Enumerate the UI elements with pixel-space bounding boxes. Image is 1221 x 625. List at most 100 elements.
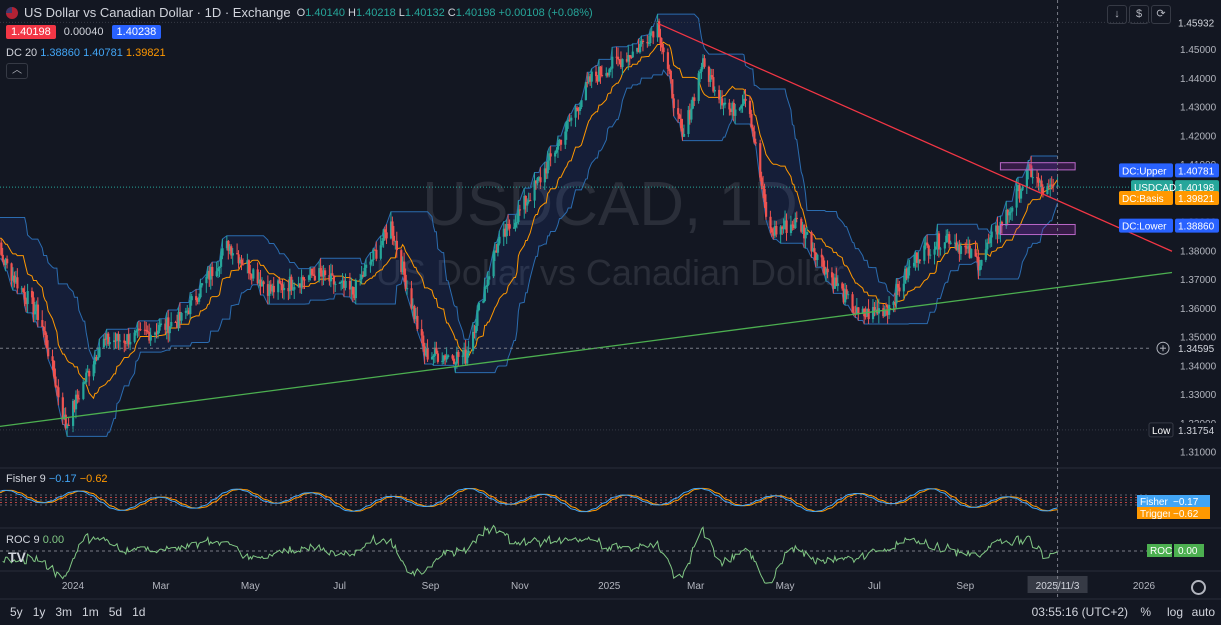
candle-body bbox=[825, 268, 828, 275]
fisher-legend[interactable]: Fisher 9 −0.17 −0.62 bbox=[6, 473, 108, 485]
candle-body bbox=[1006, 209, 1009, 216]
dc-legend[interactable]: DC 20 1.38860 1.40781 1.39821 bbox=[6, 47, 166, 59]
candle-body bbox=[835, 277, 838, 286]
timeframe-1y[interactable]: 1y bbox=[32, 605, 46, 619]
candle-body bbox=[359, 279, 362, 281]
plus-circle-icon bbox=[1156, 341, 1170, 355]
fisher-tag-label: Trigger bbox=[1140, 509, 1172, 520]
dollar-icon[interactable]: $ bbox=[1129, 5, 1149, 24]
candle-body bbox=[230, 246, 233, 256]
candle-body bbox=[570, 117, 573, 121]
roc-legend[interactable]: ROC 9 0.00 bbox=[6, 534, 64, 546]
gear-icon[interactable] bbox=[1191, 580, 1206, 595]
candle-body bbox=[382, 229, 385, 241]
percent-toggle[interactable]: % bbox=[1140, 605, 1151, 619]
candle-body bbox=[1046, 186, 1049, 195]
candle-body bbox=[731, 102, 734, 112]
symbol-title[interactable]: US Dollar vs Canadian Dollar · 1D · Exch… bbox=[24, 5, 291, 20]
timeframe-1d[interactable]: 1d bbox=[132, 605, 146, 619]
candle-body bbox=[750, 114, 753, 128]
candle-body bbox=[277, 280, 280, 293]
candle-body bbox=[115, 334, 119, 342]
candle-body bbox=[702, 58, 705, 68]
candle-body bbox=[221, 248, 224, 256]
candle-body bbox=[55, 386, 59, 388]
candle-body bbox=[543, 168, 546, 183]
candle-body bbox=[765, 201, 768, 217]
candle-body bbox=[975, 256, 979, 258]
candle-body bbox=[967, 245, 970, 249]
candle-body bbox=[826, 268, 829, 273]
candle-body bbox=[578, 107, 582, 111]
candle-body bbox=[987, 242, 990, 244]
candle-body bbox=[464, 349, 467, 364]
y-tick-label: 1.34000 bbox=[1180, 361, 1217, 372]
candle-body bbox=[943, 242, 946, 249]
x-tick-label: Sep bbox=[422, 581, 440, 592]
timeframe-5d[interactable]: 5d bbox=[108, 605, 123, 619]
candle-body bbox=[693, 97, 696, 101]
candle-body bbox=[411, 306, 415, 309]
candle-body bbox=[934, 246, 938, 250]
candle-body bbox=[471, 331, 475, 351]
clock[interactable]: 03:55:16 (UTC+2) bbox=[1031, 605, 1128, 619]
candle-body bbox=[545, 168, 548, 174]
chart-header: US Dollar vs Canadian Dollar · 1D · Exch… bbox=[6, 5, 593, 20]
candle-body bbox=[385, 232, 388, 239]
candle-body bbox=[927, 245, 930, 256]
dc-band-fill bbox=[0, 14, 1058, 437]
log-toggle[interactable]: log bbox=[1166, 605, 1183, 619]
candle-body bbox=[422, 335, 425, 347]
candle-body bbox=[180, 312, 183, 321]
candle-body bbox=[959, 245, 963, 254]
candle-body bbox=[822, 257, 825, 267]
candle-body bbox=[606, 73, 609, 76]
candle-body bbox=[1005, 209, 1008, 226]
candle-body bbox=[760, 177, 763, 186]
candle-body bbox=[958, 244, 961, 254]
sell-button[interactable]: 1.40198 bbox=[6, 25, 56, 39]
candle-body bbox=[239, 259, 242, 264]
fisher-value: −0.17 bbox=[48, 473, 77, 485]
candle-body bbox=[1021, 187, 1024, 191]
candle-body bbox=[639, 44, 642, 53]
candle-body bbox=[200, 283, 204, 286]
candle-body bbox=[98, 347, 101, 358]
refresh-icon[interactable]: ⟳ bbox=[1151, 5, 1171, 24]
candle-body bbox=[57, 387, 60, 398]
candle-body bbox=[420, 329, 423, 336]
candle-body bbox=[559, 139, 563, 145]
candle-body bbox=[681, 128, 684, 137]
candle-body bbox=[457, 351, 460, 357]
candle-body bbox=[0, 242, 3, 255]
candle-body bbox=[954, 242, 957, 244]
timeframe-1m[interactable]: 1m bbox=[82, 605, 99, 619]
download-icon[interactable]: ↓ bbox=[1107, 5, 1127, 24]
buy-button[interactable]: 1.40238 bbox=[111, 25, 162, 39]
candle-body bbox=[505, 224, 508, 237]
candle-body bbox=[430, 356, 434, 360]
candle-body bbox=[401, 261, 404, 273]
candle-body bbox=[864, 316, 867, 318]
candle-body bbox=[608, 69, 611, 76]
candle-body bbox=[628, 55, 631, 58]
chevron-up-icon[interactable]: ︿ bbox=[6, 63, 28, 79]
auto-toggle[interactable]: auto bbox=[1191, 605, 1215, 619]
dc-lower-value: 1.38860 bbox=[40, 47, 81, 59]
candle-body bbox=[712, 77, 715, 92]
candle-body bbox=[609, 68, 612, 70]
candle-body bbox=[1040, 180, 1043, 188]
timeframe-3m[interactable]: 3m bbox=[55, 605, 73, 619]
x-tick-label: May bbox=[776, 581, 795, 592]
candle-body bbox=[1041, 187, 1045, 195]
candle-body bbox=[321, 272, 324, 277]
candle-body bbox=[199, 285, 202, 298]
candle-body bbox=[42, 326, 45, 331]
price-tag-value: 1.40781 bbox=[1178, 166, 1215, 177]
candle-body bbox=[496, 243, 500, 253]
timeframe-5y[interactable]: 5y bbox=[10, 605, 23, 619]
candle-body bbox=[400, 250, 403, 273]
candle-body bbox=[425, 348, 428, 356]
candle-body bbox=[299, 283, 302, 288]
